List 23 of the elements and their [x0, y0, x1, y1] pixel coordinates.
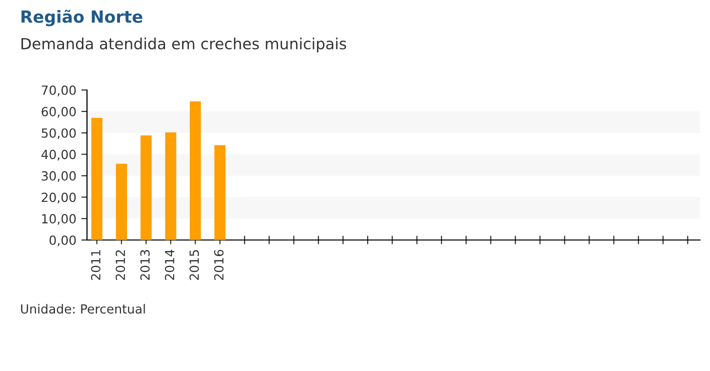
y-tick-label: 50,00	[42, 128, 76, 140]
x-tick-label: 2015	[189, 250, 199, 280]
y-tick-label: 40,00	[41, 150, 76, 160]
chart-title: Região Norte	[22, 10, 142, 26]
bar	[116, 164, 128, 240]
x-tick-label: 2016	[214, 250, 224, 280]
bar	[91, 118, 102, 240]
y-tick-label: 10,00	[42, 214, 76, 225]
x-tick-label: 2012	[116, 250, 126, 280]
text: Unidade: Percentual	[21, 304, 145, 314]
y-tick-label: 0,00	[50, 235, 76, 246]
bar	[190, 101, 201, 240]
y-tick-label: 70,00	[42, 85, 76, 96]
y-tick-label: 60,00	[42, 106, 76, 118]
bar	[140, 135, 152, 240]
x-tick-label: 2013	[140, 250, 150, 280]
y-tick-label: 30,00	[42, 171, 76, 182]
bar	[214, 145, 226, 240]
bar	[165, 132, 176, 240]
y-tick-label: 20,00	[42, 192, 76, 204]
x-tick-label: 2014	[164, 250, 174, 280]
x-tick-label: 2011	[91, 250, 100, 280]
chart-subtitle: Demanda atendida em creches municipais	[22, 38, 346, 52]
